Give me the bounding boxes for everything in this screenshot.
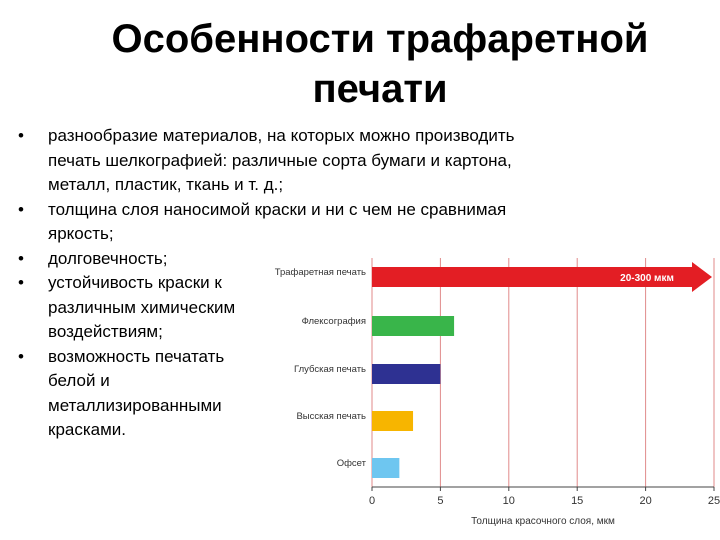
category-label: Офсет (337, 458, 367, 469)
slide-title: Особенности трафаретной печати (40, 14, 720, 114)
bullet-dot: • (18, 346, 24, 366)
x-tick-label: 20 (639, 495, 651, 507)
bullet-item: • толщина слоя наносимой краски и ни с че… (0, 198, 518, 247)
bar (372, 411, 414, 431)
x-axis-title: Толщина красочного слоя, мкм (471, 516, 615, 527)
x-tick-label: 0 (369, 495, 375, 507)
bullet-text: разнообразие материалов, на которых можн… (48, 126, 515, 194)
bullet-item: • возможность печатать белой и металлизир… (0, 345, 258, 443)
bullet-dot: • (18, 273, 24, 292)
bullet-text: устойчивость краски к различным химическ… (48, 273, 236, 341)
bullet-item: • разнообразие материалов, на которых мож… (0, 124, 568, 198)
category-label: Флексография (302, 316, 366, 327)
x-tick-label: 5 (437, 495, 443, 507)
bar (372, 364, 441, 384)
bar (372, 458, 400, 478)
x-tick-label: 10 (503, 495, 515, 507)
x-tick-label: 25 (708, 495, 720, 507)
bullet-text: возможность печатать белой и металлизиро… (48, 346, 225, 440)
bullet-dot: • (18, 199, 24, 219)
category-label: Глубская печать (294, 364, 366, 375)
category-label: Трафаретная печать (275, 267, 366, 278)
bullet-text: толщина слоя наносимой краски и ни с чем… (48, 199, 507, 244)
bullet-item: • устойчивость краски к различным химичес… (0, 271, 288, 345)
x-tick-label: 15 (571, 495, 583, 507)
bullet-dot: • (18, 248, 24, 268)
bullet-dot: • (18, 126, 24, 145)
bar-trafaret-arrow (372, 262, 712, 292)
bar (372, 316, 455, 336)
bullet-text: долговечность; (48, 248, 168, 268)
slide-title-line1: Особенности трафаретной (111, 17, 649, 61)
category-label: Высская печать (296, 411, 366, 422)
bar-annotation: 20-300 мкм (620, 273, 674, 284)
slide-title-line2: печати (312, 67, 448, 111)
bullet-list: • разнообразие материалов, на которых мож… (0, 124, 568, 443)
bullet-item: • долговечность; (0, 247, 518, 272)
